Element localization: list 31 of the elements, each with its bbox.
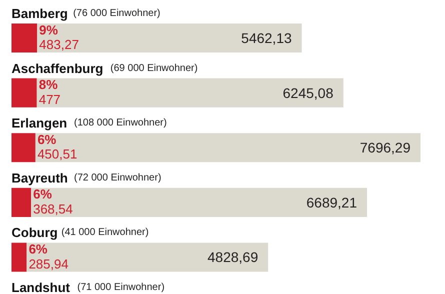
bar <box>35 133 420 162</box>
bar <box>12 23 38 53</box>
bar <box>12 133 36 162</box>
total-label: 7696,29 <box>360 140 411 156</box>
annotation: 6% <box>33 186 52 202</box>
bar <box>31 188 367 217</box>
bar <box>37 23 302 53</box>
annotation: 6% <box>28 242 48 257</box>
total-label: 5462,13 <box>241 30 292 46</box>
bar <box>12 78 37 108</box>
bar <box>12 188 32 217</box>
y-tick-label: Aschaffenburg (69 000 Einwohner) <box>12 60 198 76</box>
data-label: 483,27 <box>39 37 79 52</box>
total-label: 6245,08 <box>282 84 334 101</box>
data-label: 368,54 <box>33 201 73 216</box>
y-tick-label: Landshut (71 000 Einwohner) <box>12 280 165 294</box>
y-tick-label: Erlangen (108 000 Einwohner) <box>12 116 167 131</box>
y-tick-label: Bayreuth (72 000 Einwohner) <box>12 170 162 186</box>
total-label: 6689,21 <box>306 194 358 210</box>
bar <box>26 242 268 272</box>
annotation: 6% <box>37 132 57 147</box>
y-tick-label: Bamberg (76 000 Einwohner) <box>12 6 160 21</box>
data-label: 477 <box>38 92 61 107</box>
data-label: 285,94 <box>28 256 68 272</box>
data-label: 450,51 <box>37 146 78 162</box>
annotation: 8% <box>38 77 58 92</box>
annotation: 9% <box>39 22 58 38</box>
y-tick-label: Coburg (41 000 Einwohner) <box>12 225 149 240</box>
bar <box>36 78 344 108</box>
bar <box>12 242 27 272</box>
total-label: 4828,69 <box>208 249 258 266</box>
